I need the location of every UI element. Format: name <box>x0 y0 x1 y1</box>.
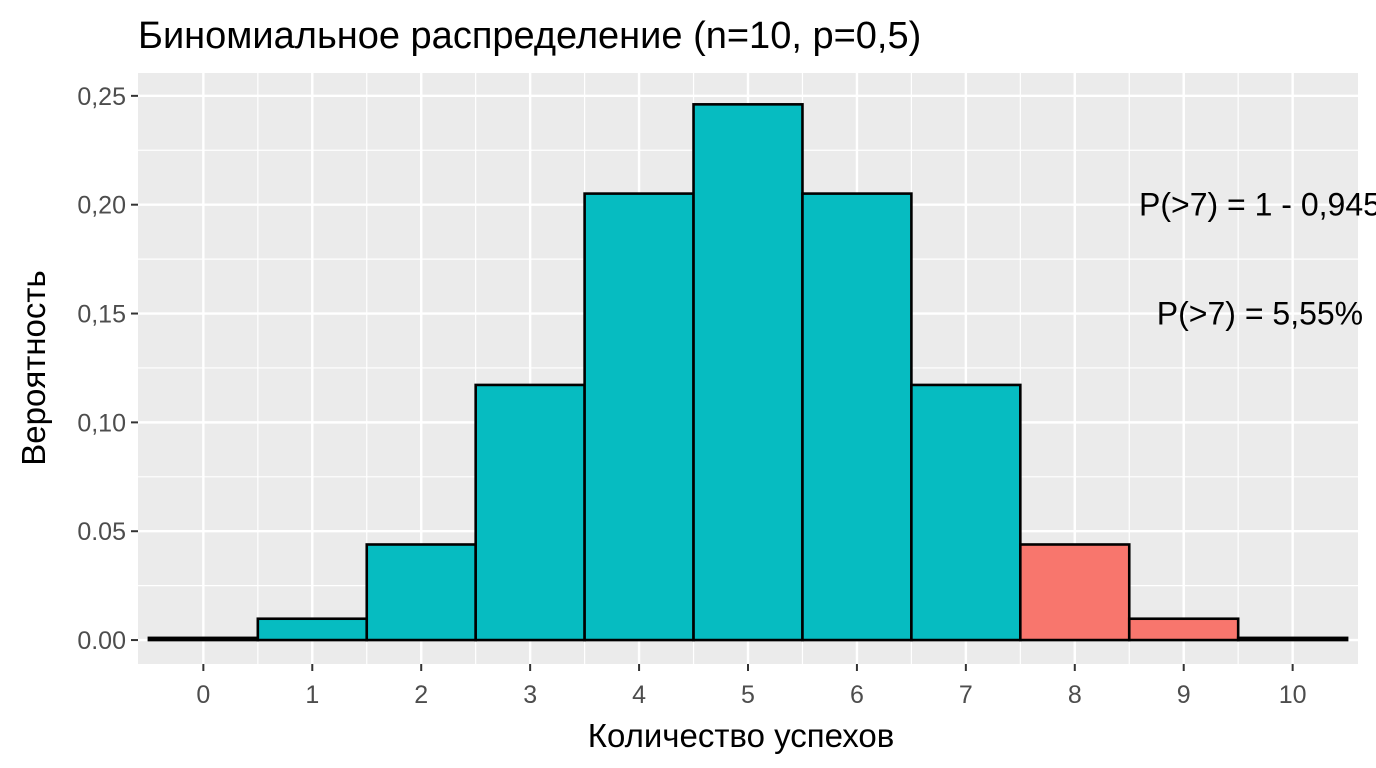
bar-2 <box>365 543 477 642</box>
bar-6 <box>801 192 913 642</box>
x-tick-label: 4 <box>632 681 646 709</box>
x-tick-label: 1 <box>305 681 319 709</box>
x-tick-label: 9 <box>1177 681 1191 709</box>
bar-7 <box>910 383 1022 642</box>
chart-title: Биномиальное распределение (n=10, p=0,5) <box>138 15 921 57</box>
x-tick-label: 8 <box>1068 681 1082 709</box>
x-tick-label: 0 <box>196 681 210 709</box>
bar-8 <box>1019 543 1131 642</box>
y-axis-title: Вероятность <box>15 270 52 465</box>
x-tick-label: 6 <box>850 681 864 709</box>
bar-5 <box>692 103 804 642</box>
bar-1 <box>256 617 369 642</box>
bar-3 <box>474 383 586 642</box>
x-axis-title: Количество успехов <box>588 717 895 754</box>
axes: 0.00 0.05 0,10 0,15 0,20 0,25 0 1 2 3 4 5 6 7 8 9 10 <box>77 83 1306 709</box>
y-tick-label: 0,20 <box>77 192 126 220</box>
y-tick-label: 0.00 <box>77 627 126 655</box>
x-tick-label: 10 <box>1279 681 1307 709</box>
x-tick-label: 5 <box>741 681 755 709</box>
bar-0 <box>147 636 260 642</box>
annotation-probability-result: P(>7) = 5,55% <box>1157 296 1363 332</box>
bar-4 <box>583 192 695 642</box>
x-tick-label: 3 <box>523 681 537 709</box>
x-tick-label: 2 <box>414 681 428 709</box>
y-tick-label: 0,15 <box>77 301 126 329</box>
bar-10 <box>1236 636 1349 642</box>
bar-9 <box>1127 617 1240 642</box>
bars <box>147 103 1349 642</box>
y-tick-label: 0,10 <box>77 409 126 437</box>
annotation-probability-formula: P(>7) = 1 - 0,945 <box>1139 187 1376 223</box>
y-tick-label: 0.05 <box>77 518 126 546</box>
x-tick-label: 7 <box>959 681 973 709</box>
y-tick-label: 0,25 <box>77 83 126 111</box>
